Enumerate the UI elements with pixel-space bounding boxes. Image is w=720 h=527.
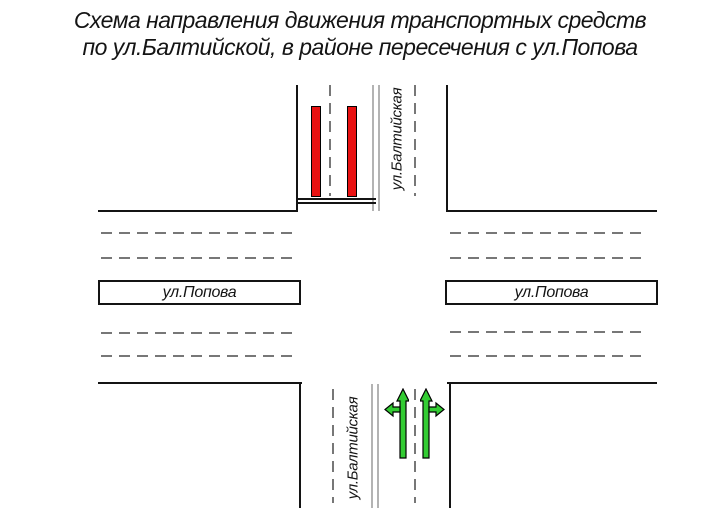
- stop-line: [296, 198, 376, 204]
- east-arm-bottom-edge: [447, 382, 657, 384]
- east-arm-lane-dash-1: [450, 232, 645, 234]
- west-arm-lane-dash-3: [101, 332, 295, 334]
- no-entry-bar-icon: [347, 106, 357, 197]
- south-arm-center-line-b: [377, 384, 379, 508]
- north-arm-center-line-a: [372, 85, 374, 211]
- street-plate-popova-east: ул.Попова: [445, 280, 658, 305]
- east-arm-lane-dash-3: [450, 331, 645, 333]
- street-label-popova-west: ул.Попова: [162, 283, 237, 301]
- diagram-title-line1: Схема направления движения транспортных …: [73, 7, 647, 33]
- west-arm-lane-dash-2: [101, 257, 295, 259]
- diagram-title: Схема направления движения транспортных …: [0, 7, 720, 61]
- south-arm-left-edge: [299, 382, 301, 508]
- street-label-baltiyskaya-north: ул.Балтийская: [388, 87, 406, 191]
- straight-or-right-arrow-icon: [420, 388, 445, 459]
- north-arm-lane-dash-left: [329, 85, 331, 196]
- east-arm-lane-dash-4: [450, 355, 645, 357]
- west-arm-bottom-edge: [98, 382, 302, 384]
- street-plate-popova-west: ул.Попова: [98, 280, 301, 305]
- north-arm-left-edge: [296, 85, 298, 211]
- west-arm-top-edge: [98, 210, 298, 212]
- west-arm-lane-dash-4: [101, 355, 295, 357]
- south-arm-lane-dash-left: [332, 389, 334, 503]
- north-arm-center-line-b: [378, 85, 380, 211]
- east-arm-lane-dash-2: [450, 257, 645, 259]
- south-arm-lane-dash-right: [414, 389, 416, 503]
- south-arm-right-edge: [449, 382, 451, 508]
- north-arm-lane-dash-right: [414, 85, 416, 196]
- west-arm-lane-dash-1: [101, 232, 295, 234]
- straight-or-left-arrow-icon: [384, 388, 409, 459]
- east-arm-top-edge: [446, 210, 657, 212]
- street-label-popova-east: ул.Попова: [514, 283, 589, 301]
- no-entry-bar-icon: [311, 106, 321, 197]
- street-label-baltiyskaya-south: ул.Балтийская: [344, 396, 362, 500]
- north-arm-right-edge: [446, 85, 448, 210]
- south-arm-center-line-a: [371, 384, 373, 508]
- diagram-title-line2: по ул.Балтийской, в районе пересечения с…: [82, 34, 638, 60]
